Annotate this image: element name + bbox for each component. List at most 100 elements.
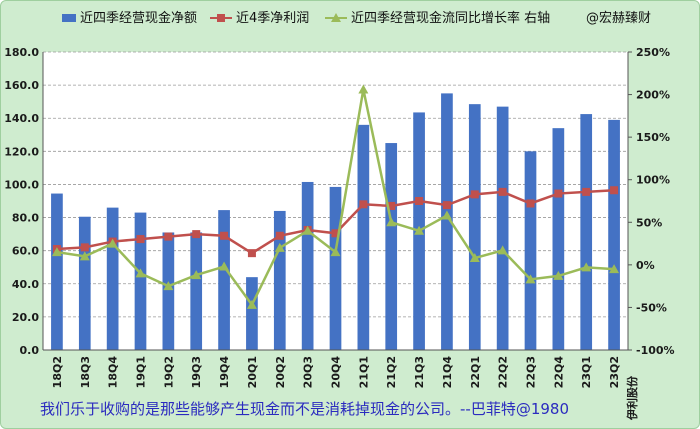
point-growth-21Q1	[358, 84, 369, 94]
y-tick-label: 120.0	[4, 145, 39, 158]
y-tick-label: 0.0	[20, 344, 40, 357]
bar-cash-20Q1	[246, 277, 258, 350]
bar-cash-19Q4	[218, 210, 230, 350]
y-tick-label: 160.0	[4, 79, 39, 92]
y-tick-label: 140.0	[4, 112, 39, 125]
y-tick-label: 60.0	[12, 245, 39, 258]
point-growth-18Q2	[51, 247, 62, 257]
point-growth-22Q3	[525, 274, 536, 284]
y2-tick-label: -100%	[636, 344, 675, 357]
side-label: 伊利股份	[625, 375, 639, 421]
bar-cash-22Q2	[496, 106, 509, 350]
point-profit-20Q1	[247, 249, 256, 258]
legend-marker-growth	[331, 13, 341, 22]
point-profit-19Q3	[192, 230, 201, 239]
x-tick-label: 19Q3	[190, 356, 203, 388]
x-tick-label: 21Q3	[413, 356, 426, 388]
x-tick-label: 21Q1	[357, 356, 370, 388]
x-tick-label: 20Q4	[330, 356, 343, 389]
legend-label-cash: 近四季经营现金净额	[80, 10, 197, 26]
legend-label-growth: 近四季经营现金流同比增长率 右轴	[351, 10, 550, 26]
y2-tick-label: 100%	[636, 174, 670, 187]
point-growth-22Q1	[469, 253, 480, 263]
point-profit-19Q4	[220, 231, 229, 240]
x-tick-label: 20Q1	[246, 356, 259, 388]
x-tick-label: 23Q1	[580, 356, 593, 388]
bar-cash-23Q2	[608, 119, 620, 350]
y2-tick-label: 0%	[636, 259, 655, 272]
point-profit-22Q1	[470, 190, 479, 199]
legend-marker-profit	[217, 14, 225, 22]
x-tick-label: 21Q2	[385, 356, 398, 388]
x-tick-label: 21Q4	[441, 356, 454, 389]
point-profit-23Q1	[582, 187, 591, 196]
point-profit-20Q2	[275, 231, 284, 240]
y-tick-label: 100.0	[4, 178, 39, 191]
axes: 0.0 20.0 40.0 60.0 80.0 100.0 120.0 140.0 160.0 1…	[4, 46, 674, 388]
bar-cash-22Q1	[468, 104, 481, 351]
x-tick-label: 18Q4	[107, 356, 120, 389]
point-growth-19Q4	[219, 261, 230, 271]
x-tick-label: 22Q2	[497, 356, 510, 388]
y2-tick-label: 150%	[636, 131, 670, 144]
point-growth-20Q1	[246, 299, 257, 309]
point-growth-20Q3	[302, 225, 313, 235]
point-growth-19Q3	[191, 270, 202, 280]
bar-cash-21Q2	[385, 143, 398, 350]
point-profit-21Q1	[359, 200, 368, 209]
y2-tick-label: -50%	[636, 301, 667, 314]
point-profit-22Q4	[554, 189, 563, 198]
point-growth-21Q2	[386, 217, 397, 227]
bar-cash-20Q4	[329, 186, 342, 350]
point-profit-21Q4	[442, 201, 451, 210]
x-tick-label: 22Q3	[525, 356, 538, 388]
legend-extra-label: @宏赫臻财	[586, 11, 651, 26]
point-growth-22Q4	[553, 270, 564, 280]
bar-cash-22Q3	[524, 151, 537, 350]
point-profit-19Q2	[164, 232, 173, 241]
y2-tick-label: 200%	[636, 89, 670, 102]
bar-cash-19Q2	[162, 232, 175, 350]
point-growth-21Q4	[441, 210, 452, 220]
point-growth-23Q1	[581, 262, 592, 272]
legend: 近四季经营现金净额 近4季净利润 近四季经营现金流同比增长率 右轴 @宏赫臻财	[62, 10, 651, 26]
bar-cash-20Q2	[273, 210, 286, 350]
caption-quote: 我们乐于收购的是那些能够产生现金而不是消耗掉现金的公司。--巴菲特@1980	[40, 400, 569, 418]
x-tick-label: 22Q1	[469, 356, 482, 388]
x-tick-label: 18Q2	[51, 356, 64, 388]
x-tick-label: 20Q3	[302, 356, 315, 388]
legend-label-profit: 近4季净利润	[236, 11, 309, 26]
y-tick-label: 40.0	[12, 278, 39, 291]
bar-cash-22Q4	[552, 128, 565, 350]
bar-cash-18Q3	[78, 216, 91, 350]
point-profit-23Q2	[610, 186, 619, 195]
y2-tick-label: 250%	[636, 46, 670, 59]
point-growth-23Q2	[609, 264, 620, 274]
x-tick-label: 19Q4	[218, 356, 231, 389]
point-profit-22Q3	[526, 199, 535, 208]
point-profit-21Q3	[415, 197, 424, 205]
y-tick-label: 80.0	[12, 212, 39, 225]
y2-tick-label: 50%	[636, 216, 662, 229]
point-growth-21Q3	[414, 225, 425, 235]
bar-cash-21Q1	[357, 124, 370, 350]
bar-cash-18Q4	[106, 207, 119, 350]
x-tick-label: 20Q2	[274, 356, 287, 388]
x-tick-label: 19Q1	[135, 356, 148, 388]
point-growth-19Q1	[135, 268, 146, 278]
bar-cash-23Q1	[580, 114, 593, 350]
point-profit-19Q1	[136, 235, 145, 244]
bar-cash-19Q3	[190, 232, 203, 350]
point-growth-20Q4	[330, 247, 341, 257]
point-growth-20Q2	[274, 242, 285, 252]
point-profit-22Q2	[498, 187, 507, 196]
point-growth-19Q2	[163, 281, 174, 291]
y-tick-label: 20.0	[12, 311, 39, 324]
bar-cash-19Q1	[134, 212, 147, 350]
y-tick-label: 180.0	[4, 46, 39, 59]
bar-cash-18Q2	[51, 193, 63, 350]
x-tick-label: 23Q2	[608, 356, 621, 388]
point-growth-18Q3	[79, 251, 90, 261]
point-growth-22Q2	[497, 245, 508, 255]
